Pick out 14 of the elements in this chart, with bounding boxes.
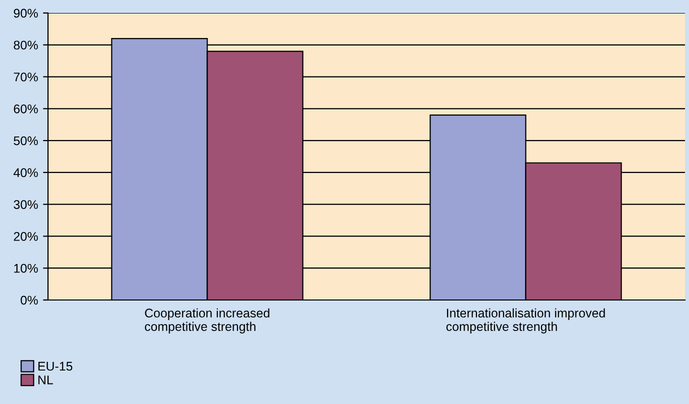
y-tick-label: 20% <box>14 232 38 241</box>
y-tick-label: 40% <box>14 168 38 178</box>
x-tick-label: Cooperation increased competitive strength <box>144 308 270 334</box>
y-tick-label: 10% <box>14 264 38 273</box>
legend-label: NL <box>38 376 53 384</box>
y-tick-label: 0% <box>20 296 38 305</box>
y-tick-label: 80% <box>14 40 38 50</box>
x-tick-label: Internationalisation improved competitive strength <box>446 308 605 334</box>
y-tick-label: 90% <box>14 8 38 18</box>
y-tick-label: 60% <box>14 104 38 114</box>
y-tick-label: 50% <box>14 136 38 146</box>
y-tick-label: 30% <box>14 200 38 209</box>
legend-label: EU-15 <box>38 362 72 371</box>
y-tick-label: 70% <box>14 72 38 82</box>
